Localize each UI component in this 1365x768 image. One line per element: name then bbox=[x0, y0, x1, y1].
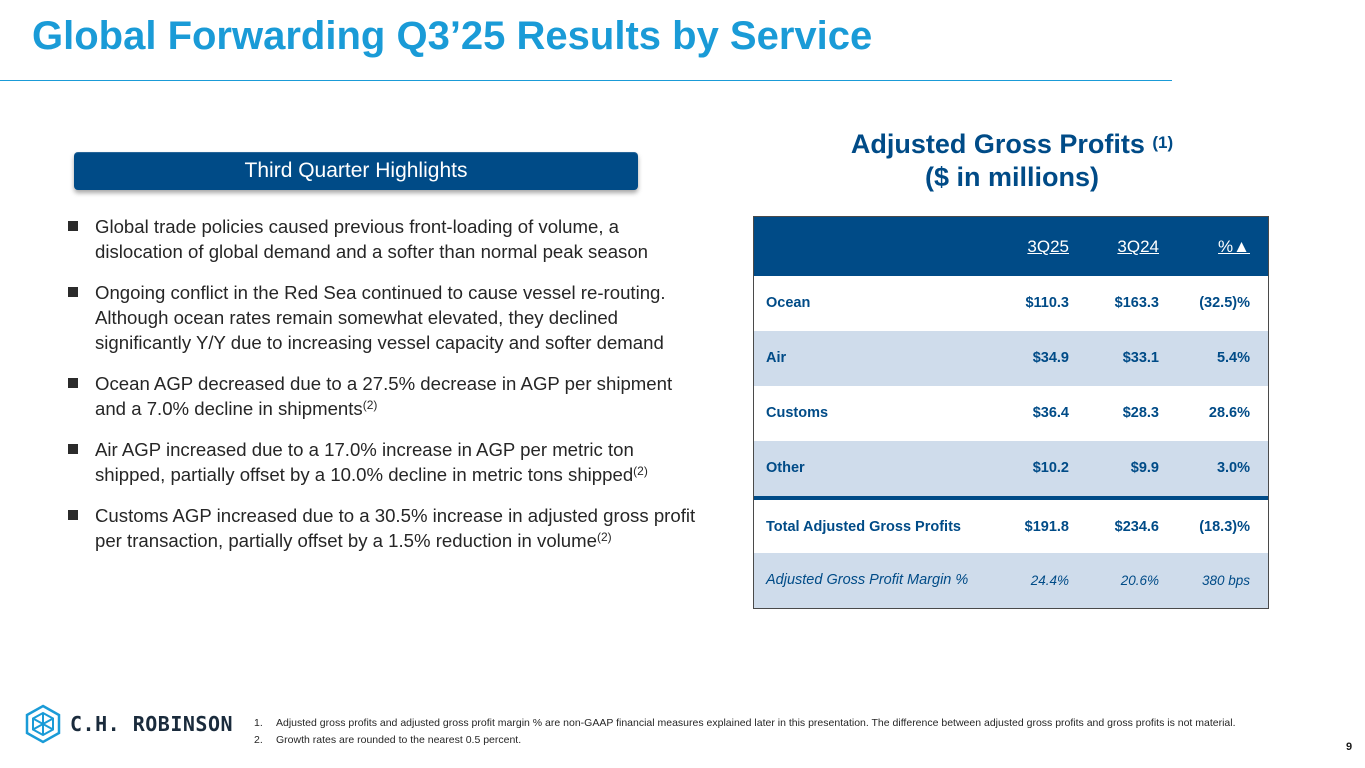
page-title: Global Forwarding Q3’25 Results by Servi… bbox=[32, 14, 873, 58]
square-bullet-icon bbox=[68, 444, 78, 454]
cell-3q24: $234.6 bbox=[1114, 519, 1159, 535]
list-item: Customs AGP increased due to a 30.5% inc… bbox=[67, 503, 707, 553]
cell-3q24: $163.3 bbox=[1114, 295, 1159, 311]
list-item: Ocean AGP decreased due to a 27.5% decre… bbox=[67, 371, 707, 421]
table-row: Ocean $110.3 $163.3 (32.5)% bbox=[754, 276, 1268, 331]
square-bullet-icon bbox=[68, 287, 78, 297]
column-header: 3Q25 bbox=[1027, 237, 1069, 256]
cell-pct-change: (32.5)% bbox=[1199, 295, 1250, 311]
agp-table-title: Adjusted Gross Profits (1) ($ in million… bbox=[754, 128, 1270, 194]
bullet-text: Global trade policies caused previous fr… bbox=[95, 216, 649, 262]
square-bullet-icon bbox=[68, 378, 78, 388]
column-header: %▲ bbox=[1218, 237, 1250, 256]
footnote-ref: (2) bbox=[596, 530, 612, 544]
row-label: Adjusted Gross Profit Margin % bbox=[766, 572, 969, 588]
cell-3q25: $10.2 bbox=[1032, 460, 1069, 476]
list-item: Ongoing conflict in the Red Sea continue… bbox=[67, 280, 707, 355]
agp-title-line1: Adjusted Gross Profits bbox=[850, 129, 1145, 159]
square-bullet-icon bbox=[68, 221, 78, 231]
cell-3q24: $9.9 bbox=[1130, 460, 1159, 476]
list-item: Global trade policies caused previous fr… bbox=[67, 214, 707, 264]
cell-3q24: 20.6% bbox=[1120, 573, 1159, 588]
ch-robinson-logo-icon bbox=[25, 704, 61, 744]
square-bullet-icon bbox=[68, 510, 78, 520]
title-divider bbox=[0, 80, 1172, 81]
table-row: Customs $36.4 $28.3 28.6% bbox=[754, 386, 1268, 441]
table-row: Air $34.9 $33.1 5.4% bbox=[754, 331, 1268, 386]
cell-3q25: 24.4% bbox=[1030, 573, 1069, 588]
row-label: Air bbox=[766, 350, 787, 366]
bullet-text: Air AGP increased due to a 17.0% increas… bbox=[95, 439, 634, 485]
footnote-ref: (2) bbox=[633, 464, 648, 478]
page-number: 9 bbox=[1346, 741, 1353, 753]
cell-pct-change: 3.0% bbox=[1216, 460, 1250, 476]
table-margin-row: Adjusted Gross Profit Margin % 24.4% 20.… bbox=[754, 553, 1268, 608]
list-item: Air AGP increased due to a 17.0% increas… bbox=[67, 437, 707, 487]
cell-pct-change: 380 bps bbox=[1201, 573, 1250, 588]
cell-pct-change: (18.3)% bbox=[1199, 519, 1250, 535]
cell-3q25: $110.3 bbox=[1025, 295, 1069, 311]
row-label: Customs bbox=[766, 405, 829, 421]
column-header: 3Q24 bbox=[1117, 237, 1159, 256]
cell-3q25: $36.4 bbox=[1032, 405, 1069, 421]
cell-3q25: $34.9 bbox=[1032, 350, 1069, 366]
bullet-text: Ocean AGP decreased due to a 27.5% decre… bbox=[95, 373, 673, 419]
footnote-ref: (1) bbox=[1152, 133, 1174, 152]
footnote-ref: (2) bbox=[362, 398, 378, 412]
footnote: 1. Adjusted gross profits and adjusted gr… bbox=[254, 717, 1236, 729]
row-label: Ocean bbox=[766, 295, 811, 311]
footnote: 2. Growth rates are rounded to the neares… bbox=[254, 734, 522, 746]
cell-3q25: $191.8 bbox=[1024, 519, 1069, 535]
cell-pct-change: 28.6% bbox=[1208, 405, 1250, 421]
footnotes: 1. Adjusted gross profits and adjusted gr… bbox=[254, 715, 1236, 749]
brand-wordmark: C.H. ROBINSON bbox=[70, 712, 234, 736]
agp-title-line2: ($ in millions) bbox=[924, 162, 1099, 192]
row-label: Other bbox=[766, 460, 805, 476]
table-total-row: Total Adjusted Gross Profits $191.8 $234… bbox=[754, 496, 1268, 555]
cell-3q24: $28.3 bbox=[1122, 405, 1159, 421]
table-header-row: 3Q25 3Q24 %▲ bbox=[754, 217, 1268, 276]
bullet-text: Ongoing conflict in the Red Sea continue… bbox=[95, 282, 666, 353]
bullet-text: Customs AGP increased due to a 30.5% inc… bbox=[95, 505, 696, 551]
agp-table: 3Q25 3Q24 %▲ Ocean $110.3 $163.3 (32.5)%… bbox=[753, 216, 1269, 609]
table-row: Other $10.2 $9.9 3.0% bbox=[754, 441, 1268, 496]
highlights-heading: Third Quarter Highlights bbox=[74, 152, 638, 190]
cell-pct-change: 5.4% bbox=[1216, 350, 1250, 366]
row-label: Total Adjusted Gross Profits bbox=[766, 519, 961, 535]
cell-3q24: $33.1 bbox=[1122, 350, 1159, 366]
highlights-list: Global trade policies caused previous fr… bbox=[67, 214, 707, 569]
